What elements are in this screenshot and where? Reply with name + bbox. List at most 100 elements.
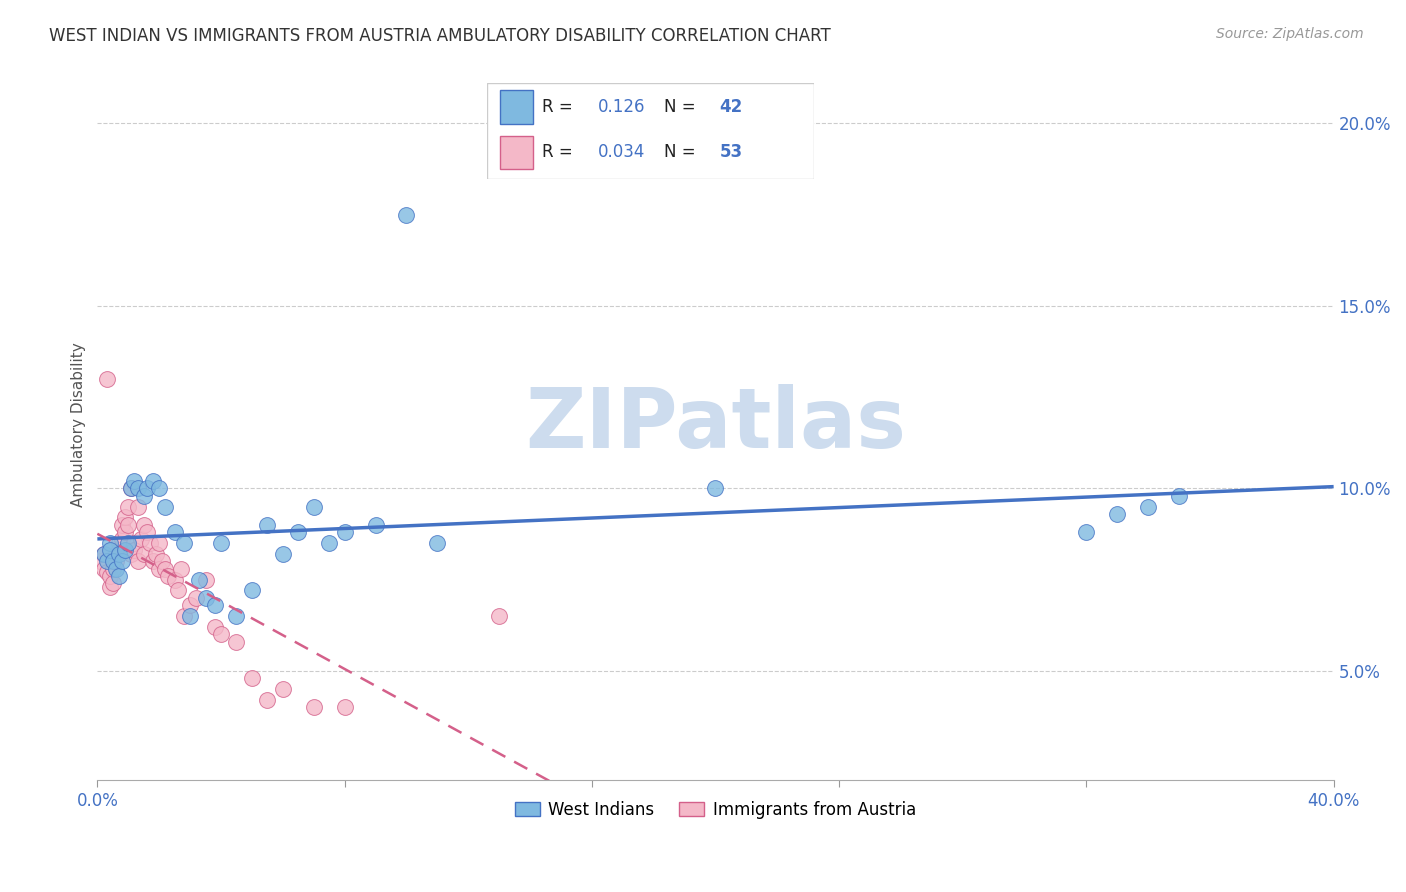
Point	[179, 598, 201, 612]
Point	[488, 609, 510, 624]
Point	[120, 481, 142, 495]
Point	[318, 536, 340, 550]
Point	[124, 536, 146, 550]
Point	[166, 583, 188, 598]
Point	[426, 536, 449, 550]
Point	[204, 598, 226, 612]
Point	[173, 536, 195, 550]
Point	[150, 554, 173, 568]
Point	[108, 536, 131, 550]
Point	[194, 573, 217, 587]
Point	[188, 573, 211, 587]
Point	[93, 547, 115, 561]
Point	[101, 554, 124, 568]
Point	[155, 561, 177, 575]
Point	[101, 561, 124, 575]
Point	[148, 561, 170, 575]
Point	[256, 517, 278, 532]
Point	[132, 517, 155, 532]
Point	[120, 547, 142, 561]
Point	[114, 543, 136, 558]
Text: ZIPatlas: ZIPatlas	[524, 384, 905, 465]
Point	[1076, 525, 1098, 540]
Point	[127, 481, 149, 495]
Point	[132, 547, 155, 561]
Point	[139, 536, 162, 550]
Point	[108, 547, 131, 561]
Point	[1107, 507, 1129, 521]
Point	[271, 681, 294, 696]
Point	[124, 543, 146, 558]
Point	[302, 500, 325, 514]
Point	[96, 554, 118, 568]
Point	[132, 489, 155, 503]
Point	[256, 693, 278, 707]
Point	[163, 573, 186, 587]
Point	[225, 609, 247, 624]
Text: WEST INDIAN VS IMMIGRANTS FROM AUSTRIA AMBULATORY DISABILITY CORRELATION CHART: WEST INDIAN VS IMMIGRANTS FROM AUSTRIA A…	[49, 27, 831, 45]
Point	[1168, 489, 1191, 503]
Point	[148, 481, 170, 495]
Point	[114, 525, 136, 540]
Point	[93, 561, 115, 575]
Point	[240, 671, 263, 685]
Y-axis label: Ambulatory Disability: Ambulatory Disability	[72, 342, 86, 507]
Point	[148, 536, 170, 550]
Point	[333, 525, 356, 540]
Point	[704, 481, 727, 495]
Point	[104, 547, 127, 561]
Point	[287, 525, 309, 540]
Point	[302, 700, 325, 714]
Point	[364, 517, 387, 532]
Point	[209, 536, 232, 550]
Point	[395, 208, 418, 222]
Point	[142, 554, 165, 568]
Point	[108, 569, 131, 583]
Point	[170, 561, 193, 575]
Point	[114, 510, 136, 524]
Point	[93, 547, 115, 561]
Point	[194, 591, 217, 605]
Point	[98, 543, 121, 558]
Point	[96, 566, 118, 580]
Point	[101, 576, 124, 591]
Point	[179, 609, 201, 624]
Point	[135, 525, 157, 540]
Point	[204, 620, 226, 634]
Point	[104, 561, 127, 575]
Point	[240, 583, 263, 598]
Point	[117, 536, 139, 550]
Point	[135, 481, 157, 495]
Point	[89, 554, 111, 568]
Point	[333, 700, 356, 714]
Point	[104, 554, 127, 568]
Point	[111, 517, 134, 532]
Point	[271, 547, 294, 561]
Point	[1137, 500, 1160, 514]
Point	[96, 372, 118, 386]
Point	[186, 591, 208, 605]
Point	[157, 569, 180, 583]
Point	[98, 569, 121, 583]
Point	[155, 500, 177, 514]
Point	[108, 543, 131, 558]
Point	[163, 525, 186, 540]
Point	[124, 474, 146, 488]
Point	[117, 500, 139, 514]
Point	[98, 536, 121, 550]
Point	[142, 474, 165, 488]
Text: Source: ZipAtlas.com: Source: ZipAtlas.com	[1216, 27, 1364, 41]
Point	[120, 481, 142, 495]
Legend: West Indians, Immigrants from Austria: West Indians, Immigrants from Austria	[509, 794, 922, 825]
Point	[111, 554, 134, 568]
Point	[225, 634, 247, 648]
Point	[173, 609, 195, 624]
Point	[127, 554, 149, 568]
Point	[145, 547, 167, 561]
Point	[129, 533, 152, 547]
Point	[111, 533, 134, 547]
Point	[117, 517, 139, 532]
Point	[209, 627, 232, 641]
Point	[127, 500, 149, 514]
Point	[98, 580, 121, 594]
